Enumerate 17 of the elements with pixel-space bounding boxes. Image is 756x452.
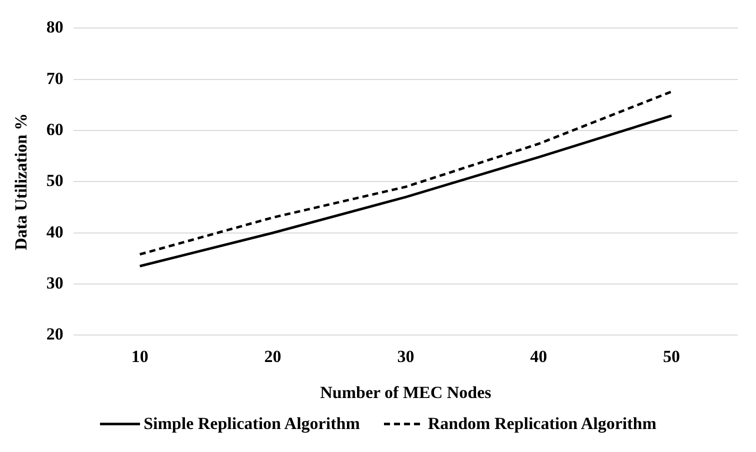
x-tick-label: 30 xyxy=(397,346,414,366)
x-tick-label: 40 xyxy=(530,346,548,366)
y-tick-label: 50 xyxy=(46,171,64,190)
y-tick-label: 70 xyxy=(46,68,64,88)
x-axis-title: Number of MEC Nodes xyxy=(320,383,492,402)
legend-label: Random Replication Algorithm xyxy=(428,414,656,434)
legend-label: Simple Replication Algorithm xyxy=(144,414,360,434)
y-tick-label: 40 xyxy=(46,222,64,242)
x-tick-label: 10 xyxy=(131,346,148,366)
line-series xyxy=(138,90,673,256)
y-tick-label: 60 xyxy=(46,120,64,139)
y-tick-label: 20 xyxy=(46,324,64,344)
y-axis-title: Data Utilization % xyxy=(12,113,31,250)
x-tick-label: 20 xyxy=(264,346,282,366)
y-tick-label: 30 xyxy=(46,273,64,292)
x-tick-label: 50 xyxy=(663,346,680,366)
y-tick-label: 80 xyxy=(46,18,64,37)
